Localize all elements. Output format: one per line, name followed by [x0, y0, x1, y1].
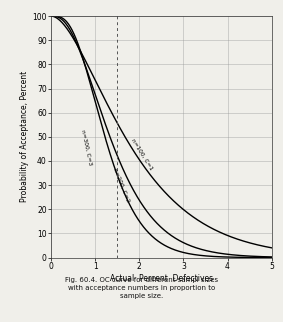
Text: n=200, C=2: n=200, C=2: [113, 167, 131, 203]
Text: n=100, C=1: n=100, C=1: [130, 138, 154, 171]
Text: Fig. 60.4. OC curve for different sampl sizes
with acceptance numbers in proport: Fig. 60.4. OC curve for different sampl …: [65, 277, 218, 299]
X-axis label: Actual  Percent  Defectives: Actual Percent Defectives: [110, 274, 213, 282]
Text: n=300, C=3: n=300, C=3: [80, 129, 93, 166]
Y-axis label: Probability of Acceptance, Percent: Probability of Acceptance, Percent: [20, 71, 29, 203]
